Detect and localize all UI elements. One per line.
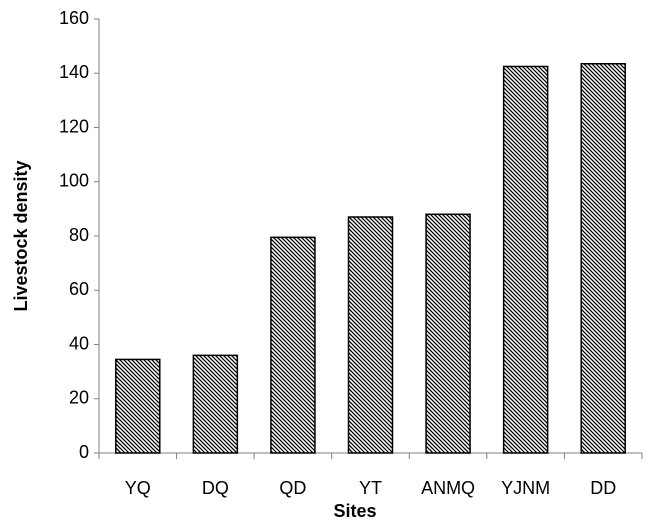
- x-tick-label: DD: [590, 478, 616, 498]
- y-tick-label: 40: [69, 333, 89, 353]
- y-tick-label: 120: [59, 116, 89, 136]
- y-tick-label: 80: [69, 225, 89, 245]
- bar: [425, 213, 471, 454]
- bar: [347, 216, 394, 454]
- x-tick-label: ANMQ: [421, 478, 475, 498]
- y-tick-label: 140: [59, 62, 89, 82]
- x-axis-title: Sites: [333, 501, 376, 521]
- y-tick-label: 20: [69, 388, 89, 408]
- y-tick-label: 160: [59, 8, 89, 28]
- y-tick-label: 0: [79, 442, 89, 462]
- bar: [270, 236, 316, 454]
- y-tick-label: 60: [69, 279, 89, 299]
- x-tick-label: YT: [359, 478, 382, 498]
- bar: [502, 65, 549, 454]
- x-tick-label: DQ: [202, 478, 229, 498]
- y-tick-label: 100: [59, 171, 89, 191]
- x-tick-label: YQ: [125, 478, 151, 498]
- bar: [115, 358, 161, 454]
- bar: [580, 63, 626, 454]
- x-tick-label: QD: [279, 478, 306, 498]
- x-tick-label: YJNM: [501, 478, 550, 498]
- bar: [192, 354, 239, 454]
- y-axis-title: Livestock density: [11, 160, 31, 311]
